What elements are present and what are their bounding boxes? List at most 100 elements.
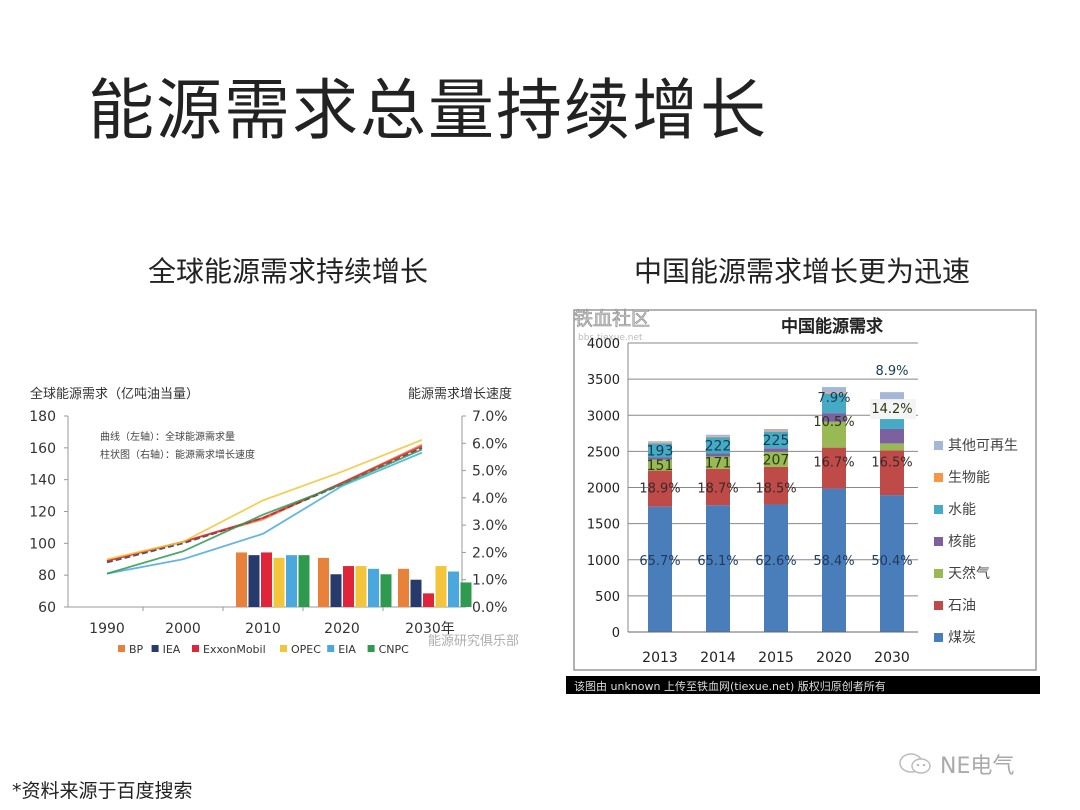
growth-bar [330, 574, 342, 607]
legend-label: 石油 [948, 598, 976, 614]
stack-segment [880, 443, 904, 451]
data-label: 151 [647, 458, 674, 474]
right-y-tick: 2.0% [472, 545, 508, 561]
caption-text: 该图由 unknown 上传至铁血网(tiexue.net) 版权归原创者所有 [574, 679, 886, 693]
data-label: 16.5% [871, 456, 912, 471]
legend-swatch [934, 537, 943, 546]
growth-bar [318, 557, 329, 607]
stack-segment [822, 421, 846, 448]
stack-segment [880, 392, 904, 403]
data-label: 7.9% [817, 391, 850, 406]
watermark: 能源研究俱乐部 [428, 634, 519, 649]
legend-swatch [934, 601, 943, 610]
legend-swatch [934, 505, 943, 514]
x-tick: 2000 [165, 621, 201, 637]
right-axis-title: 能源需求增长速度 [408, 386, 512, 402]
demand-line [106, 451, 423, 575]
y-tick: 2500 [587, 445, 620, 460]
x-tick: 2020 [816, 650, 852, 666]
left-axis-title: 全球能源需求（亿吨油当量） [30, 386, 199, 402]
legend-label: ExxonMobil [203, 643, 266, 656]
x-tick: 2020 [324, 621, 360, 637]
stack-segment [764, 504, 788, 632]
data-label: 18.5% [755, 482, 796, 497]
legend-swatch [192, 645, 199, 652]
right-y-tick: 5.0% [472, 464, 508, 480]
data-label: 10.5% [813, 415, 854, 430]
data-label: 62.6% [755, 554, 796, 569]
growth-bar [355, 566, 367, 607]
legend-swatch [934, 441, 943, 450]
growth-bar [343, 566, 354, 607]
x-tick: 2014 [700, 650, 736, 666]
y-tick: 3000 [587, 409, 620, 424]
stack-segment [648, 459, 672, 471]
growth-bar [423, 593, 434, 607]
legend-swatch [151, 645, 159, 652]
stack-segment [706, 456, 730, 469]
data-label: 58.4% [813, 554, 854, 569]
stack-segment [822, 488, 846, 632]
data-label: 65.1% [697, 554, 738, 569]
right-y-tick: 6.0% [472, 436, 508, 452]
x-tick: 2015 [758, 650, 794, 666]
stack-segment [648, 470, 672, 507]
right-y-tick: 1.0% [472, 573, 508, 589]
y-tick: 500 [595, 590, 620, 605]
growth-bar [398, 568, 409, 607]
data-label: 207 [763, 452, 790, 468]
y-tick: 0 [612, 626, 620, 641]
stack-segment [706, 468, 730, 506]
legend-label: 其他可再生 [948, 438, 1018, 454]
growth-bar [460, 582, 472, 607]
growth-bar [236, 552, 247, 607]
growth-bar [380, 574, 392, 607]
global-energy-demand-chart: 全球能源需求（亿吨油当量） 能源需求增长速度 60 80 100 120 140 160 180… [29, 386, 519, 656]
growth-bar [298, 555, 310, 607]
watermark-url: bbs.tiexue.net [578, 333, 643, 343]
legend-label: 生物能 [948, 470, 990, 486]
left-y-tick: 140 [29, 473, 56, 489]
stack-segment [706, 453, 730, 457]
data-label: 65.7% [639, 554, 680, 569]
chart-note: 曲线（左轴）：全球能源需求量 [100, 430, 235, 443]
stack-segment [822, 393, 846, 414]
right-y-tick: 7.0% [472, 409, 508, 425]
stack-segment [764, 432, 788, 449]
data-label: 14.2% [871, 402, 912, 417]
x-tick: 2010 [245, 621, 281, 637]
legend-label: 天然气 [948, 565, 990, 582]
legend-swatch [327, 645, 335, 652]
right-y-tick: 3.0% [472, 518, 508, 534]
page-title: 能源需求总量持续增长 [88, 72, 768, 149]
legend-label: BP [129, 643, 144, 656]
y-tick: 2000 [587, 482, 620, 497]
x-tick: 2030年 [405, 621, 455, 637]
legend-swatch [280, 645, 287, 652]
y-tick: 1000 [587, 554, 620, 569]
china-energy-demand-chart: 中国能源需求 铁血社区 bbs.tiexue.net 0 500 1000 1500 2000… [566, 308, 1040, 694]
legend-label: 煤炭 [948, 630, 976, 646]
demand-line [106, 445, 423, 562]
data-label: 18.9% [639, 482, 680, 497]
chart-title: 中国能源需求 [781, 316, 883, 337]
legend-label: OPEC [291, 643, 321, 656]
left-y-tick: 160 [29, 441, 56, 457]
growth-bar [286, 555, 297, 607]
stack-segment [706, 434, 730, 437]
watermark-tiexue: 铁血社区 [574, 308, 650, 330]
stack-segment [706, 436, 730, 438]
demand-line [106, 447, 423, 564]
left-y-tick: 100 [29, 536, 56, 552]
growth-bar [368, 568, 379, 607]
y-tick: 1500 [587, 518, 620, 533]
caption-bar [566, 676, 1040, 694]
brand-watermark: NE电气 [898, 748, 1014, 780]
stack-segment [706, 505, 730, 632]
chart-note: 柱状图（右轴）：能源需求增长速度 [100, 448, 255, 461]
stack-segment [764, 451, 788, 467]
stack-segment [648, 457, 672, 460]
stack-segment [764, 428, 788, 432]
legend-swatch [118, 645, 125, 652]
demand-line [106, 443, 423, 562]
